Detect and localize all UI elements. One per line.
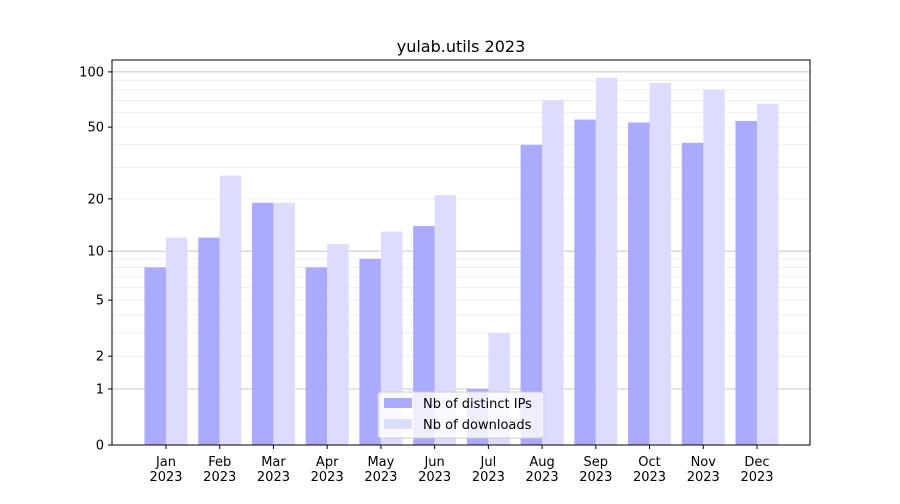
bar-ips	[574, 119, 596, 445]
bar-downloads	[703, 89, 725, 445]
bar-downloads	[273, 202, 295, 445]
chart-title: yulab.utils 2023	[397, 37, 526, 56]
x-tick-label: Sep 2023	[579, 455, 612, 485]
y-tick-label: 20	[87, 192, 104, 207]
bar-ips	[198, 237, 220, 445]
bar-downloads	[542, 100, 564, 446]
bar-ips	[251, 202, 274, 445]
y-tick-label: 0	[96, 439, 104, 454]
y-tick-label: 100	[79, 65, 104, 80]
bar-downloads	[649, 83, 672, 446]
bar-ips	[628, 122, 650, 446]
x-tick-label: Dec 2023	[740, 455, 773, 485]
y-tick-label: 10	[87, 245, 104, 260]
bar-downloads	[166, 237, 188, 445]
x-tick-label: Nov 2023	[687, 455, 720, 485]
legend-box	[377, 391, 545, 439]
legend: Nb of distinct IPs Nb of downloads	[377, 391, 545, 439]
bar-ips	[520, 144, 543, 446]
legend-label: Nb of downloads	[423, 418, 532, 433]
x-tick-label: Aug 2023	[526, 455, 559, 485]
bar-ips	[735, 121, 757, 446]
bar-ips	[681, 142, 704, 446]
bar-downloads	[219, 175, 242, 445]
plot-frame	[111, 59, 811, 446]
bar-ips	[305, 267, 328, 445]
x-tick-label: Apr 2023	[311, 455, 344, 485]
bar-ips	[413, 226, 435, 445]
legend-swatch	[384, 419, 412, 429]
x-tick-label: Jan 2023	[149, 455, 182, 485]
y-tick-label: 50	[87, 121, 104, 136]
bar-downloads	[327, 244, 349, 445]
legend-swatch	[384, 398, 412, 408]
x-tick-label: Jul 2023	[472, 455, 505, 485]
x-tick-label: Mar 2023	[257, 455, 290, 485]
bar-downloads	[595, 77, 618, 446]
y-tick-label: 2	[96, 350, 104, 365]
bar-downloads	[757, 103, 779, 446]
x-tick-label: Feb 2023	[203, 455, 236, 485]
bar-downloads	[434, 195, 457, 445]
x-tick-label: Oct 2023	[633, 455, 666, 485]
x-tick-label: Jun 2023	[418, 455, 451, 485]
y-tick-label: 5	[96, 294, 104, 309]
x-tick-label: May 2023	[364, 455, 397, 485]
legend-label: Nb of distinct IPs	[423, 397, 532, 412]
bar-ips	[144, 267, 166, 445]
y-tick-label: 1	[96, 382, 104, 397]
bar-ips	[359, 258, 381, 445]
